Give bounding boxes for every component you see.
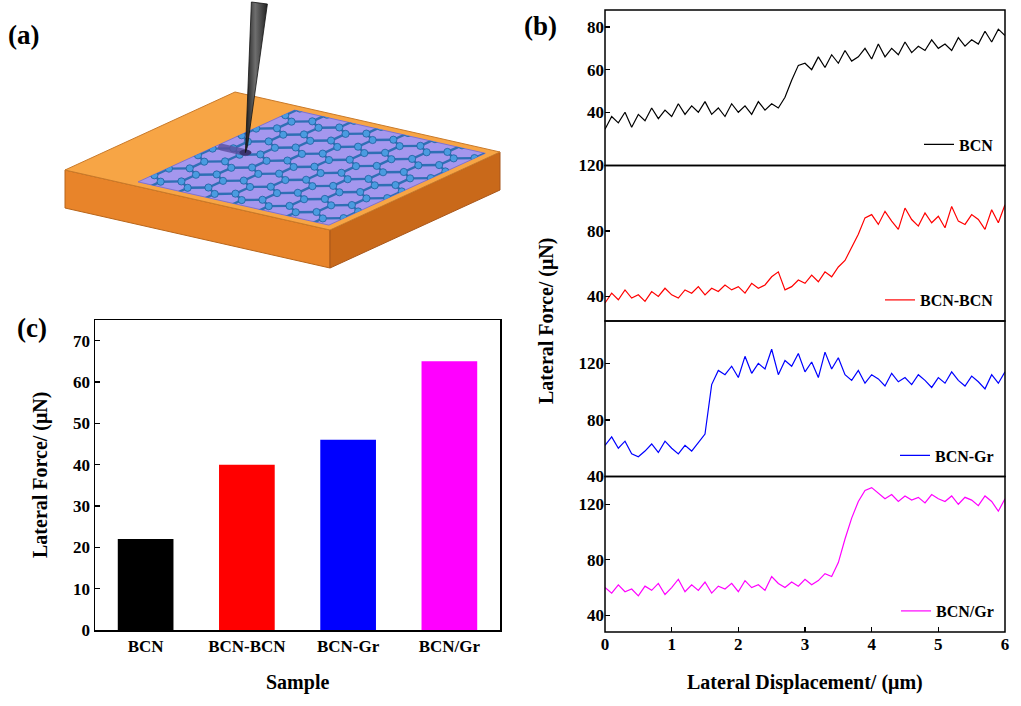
svg-text:BCN/Gr: BCN/Gr: [419, 637, 481, 656]
svg-text:5: 5: [934, 635, 943, 654]
svg-text:120: 120: [579, 354, 605, 373]
svg-text:Lateral Force/ (μN): Lateral Force/ (μN): [535, 238, 558, 404]
svg-text:40: 40: [587, 467, 604, 486]
svg-text:40: 40: [587, 103, 604, 122]
svg-text:Sample: Sample: [266, 671, 329, 694]
svg-text:20: 20: [73, 538, 90, 557]
svg-text:40: 40: [73, 456, 90, 475]
svg-text:4: 4: [867, 635, 876, 654]
svg-text:BCN: BCN: [959, 137, 993, 154]
svg-text:(c): (c): [17, 313, 47, 343]
svg-text:BCN/Gr: BCN/Gr: [936, 603, 994, 620]
svg-text:BCN-BCN: BCN-BCN: [920, 292, 993, 309]
svg-text:80: 80: [587, 411, 604, 430]
svg-text:40: 40: [587, 287, 604, 306]
svg-text:(b): (b): [524, 11, 557, 41]
svg-text:BCN-Gr: BCN-Gr: [935, 448, 994, 465]
svg-text:(a): (a): [8, 20, 39, 50]
svg-text:0: 0: [82, 621, 91, 640]
svg-text:50: 50: [73, 414, 90, 433]
svg-text:80: 80: [587, 551, 604, 570]
svg-text:80: 80: [587, 18, 604, 37]
svg-text:BCN-BCN: BCN-BCN: [208, 637, 286, 656]
svg-text:10: 10: [73, 580, 90, 599]
svg-text:Lateral Force/ (μN): Lateral Force/ (μN): [29, 392, 52, 558]
svg-text:60: 60: [73, 373, 90, 392]
svg-text:1: 1: [667, 635, 676, 654]
svg-text:120: 120: [579, 495, 605, 514]
svg-text:70: 70: [73, 332, 90, 351]
svg-text:Lateral Displacement/ (μm): Lateral Displacement/ (μm): [687, 671, 923, 694]
svg-text:BCN: BCN: [128, 637, 165, 656]
svg-text:BCN-Gr: BCN-Gr: [317, 637, 380, 656]
svg-text:80: 80: [587, 222, 604, 241]
svg-text:6: 6: [1001, 635, 1010, 654]
svg-text:60: 60: [587, 61, 604, 80]
svg-text:0: 0: [601, 635, 610, 654]
svg-text:30: 30: [73, 497, 90, 516]
svg-text:120: 120: [579, 156, 605, 175]
svg-text:3: 3: [801, 635, 810, 654]
svg-text:40: 40: [587, 606, 604, 625]
svg-text:2: 2: [734, 635, 743, 654]
